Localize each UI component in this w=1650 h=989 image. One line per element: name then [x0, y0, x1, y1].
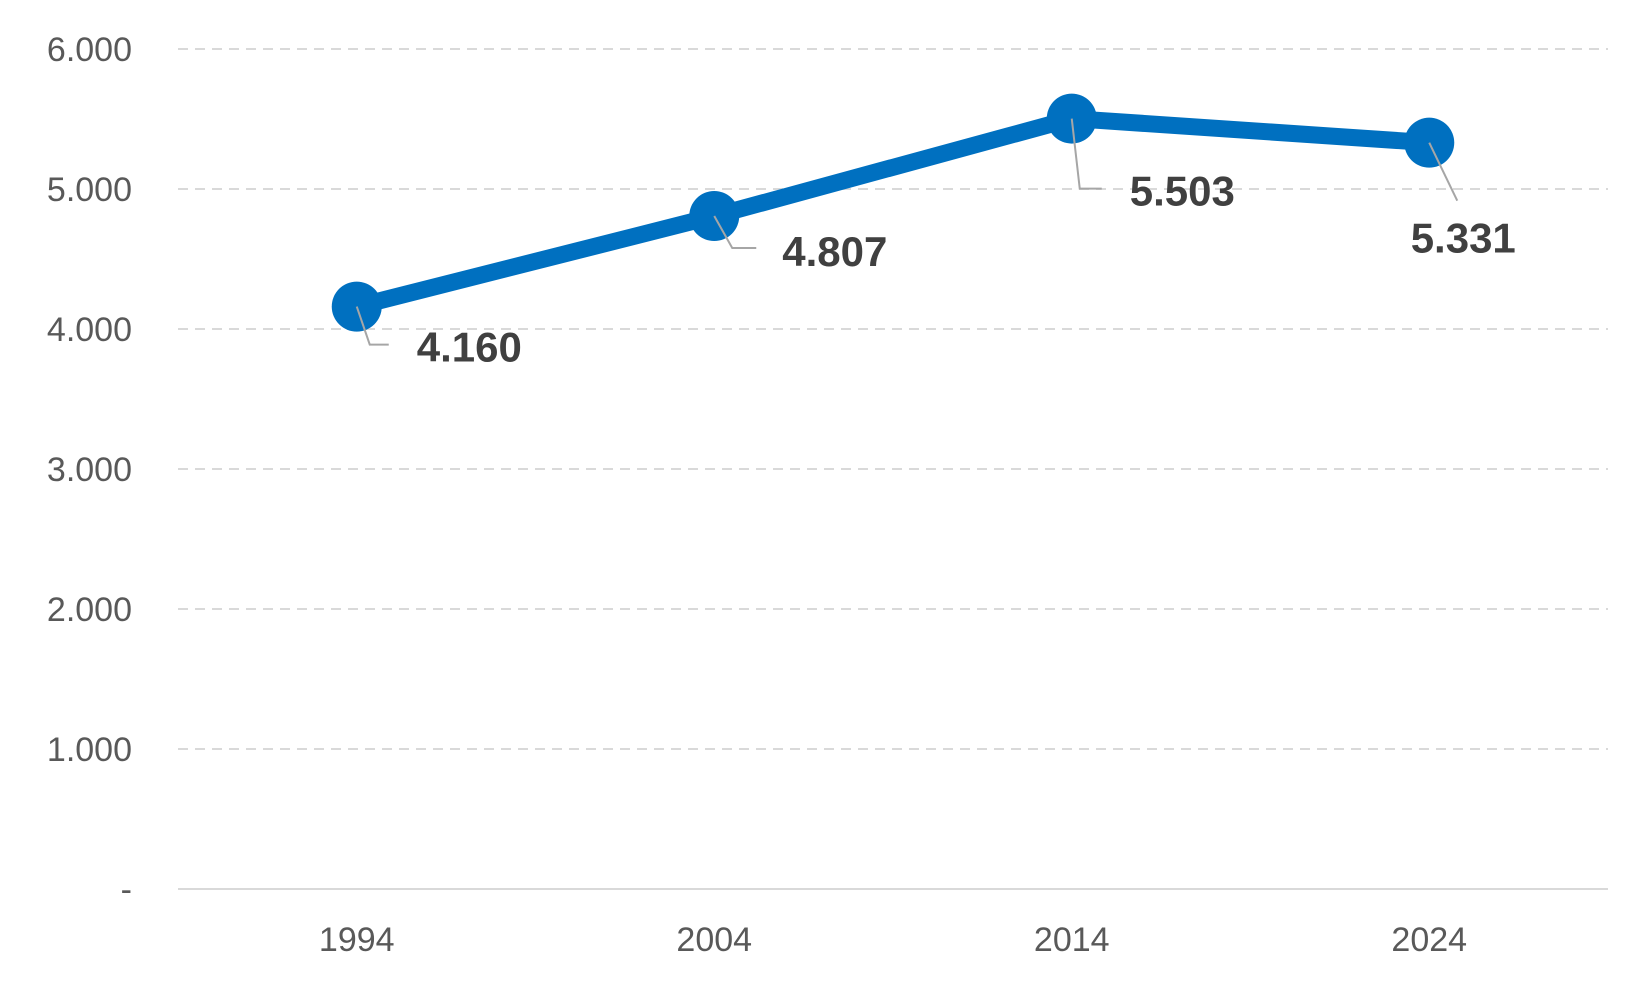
y-tick-label: 3.000 [47, 451, 132, 489]
leader-line [355, 306, 389, 346]
leader-line [1428, 142, 1459, 202]
data-label: 4.807 [782, 228, 887, 275]
series-line [331, 93, 1455, 332]
series-line-path [348, 110, 1438, 316]
data-labels: 4.160 4.807 5.503 5.331 [417, 168, 1516, 371]
y-tick-label: 5.000 [47, 171, 132, 209]
x-tick-label: 2004 [676, 921, 752, 959]
x-tick-label: 1994 [319, 921, 395, 959]
y-tick-label: 6.000 [47, 31, 132, 69]
data-label: 4.160 [417, 324, 522, 371]
y-tick-label: 4.000 [47, 311, 132, 349]
x-tick-label: 2014 [1034, 921, 1110, 959]
y-tick-label: 2.000 [47, 591, 132, 629]
y-tick-label: - [121, 871, 132, 909]
x-tick-label: 2024 [1391, 921, 1467, 959]
leader-line [1070, 118, 1102, 190]
gridlines [178, 48, 1608, 750]
x-axis: 1994 2004 2014 2024 [178, 888, 1608, 959]
data-label: 5.503 [1130, 168, 1235, 215]
y-tick-label: 1.000 [47, 731, 132, 769]
leader-line [713, 215, 757, 250]
data-label: 5.331 [1411, 215, 1516, 262]
y-axis-ticks: - 1.000 2.000 3.000 4.000 5.000 6.000 [47, 31, 132, 909]
data-label-leaders [355, 118, 1459, 346]
